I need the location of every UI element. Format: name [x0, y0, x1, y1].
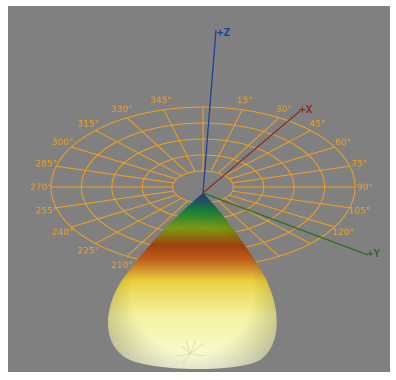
z-axis-label: +Z [217, 26, 231, 39]
degree-label: 90° [357, 183, 373, 193]
degree-label: 75° [352, 160, 368, 170]
grid-spoke [217, 200, 280, 257]
x-axis [202, 110, 301, 194]
grid-spoke [95, 129, 182, 177]
degree-label: 255° [36, 206, 58, 216]
degree-label: 225° [78, 247, 100, 257]
grid-spoke [126, 200, 189, 257]
grid-spoke [71, 146, 177, 180]
degree-label: 285° [36, 160, 58, 170]
grid-spoke [71, 194, 177, 228]
radiation-lobe [108, 193, 277, 369]
grid-spoke [56, 165, 174, 184]
grid-spoke [217, 117, 280, 174]
degree-label: 240° [52, 228, 74, 238]
y-axis [202, 192, 369, 256]
x-axis-label: +X [299, 103, 313, 116]
degree-label: 270° [30, 183, 52, 193]
degree-label: 345° [150, 96, 172, 106]
degree-label: 210° [111, 261, 133, 271]
degree-label: 300° [52, 138, 74, 148]
grid-spoke [126, 117, 189, 174]
y-axis-label: +Y [367, 247, 381, 260]
grid-spoke [232, 190, 350, 209]
degree-label: 45° [310, 119, 326, 129]
grid-spoke [229, 146, 335, 180]
degree-label: 105° [349, 206, 371, 216]
degree-label: 30° [276, 105, 292, 115]
degree-label: 60° [335, 138, 351, 148]
degree-label: 330° [111, 105, 133, 115]
degree-label: 315° [78, 119, 100, 129]
grid-spoke [232, 165, 350, 184]
grid-spoke [95, 197, 182, 245]
degree-label: 15° [237, 96, 253, 106]
degree-label: 120° [332, 228, 354, 238]
grid-spoke [210, 109, 243, 172]
z-axis [202, 29, 217, 194]
grid-spoke [224, 129, 311, 177]
grid-spoke [56, 190, 174, 209]
grid-spoke [163, 109, 196, 172]
grid-spoke [229, 194, 335, 228]
